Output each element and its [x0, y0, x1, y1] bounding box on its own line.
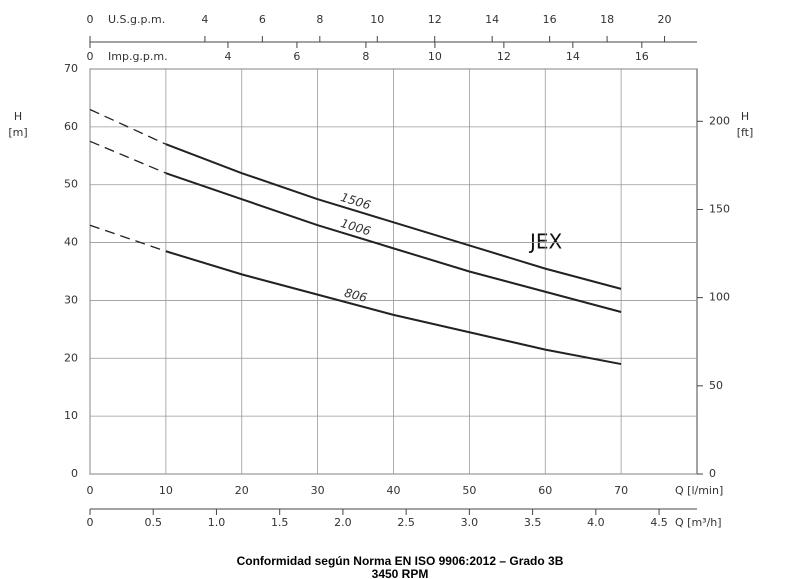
- y-tick-label: 40: [64, 236, 78, 249]
- x_m3h-tick-label: 4.0: [587, 516, 605, 529]
- x_impgpm-tick-label: 0: [87, 50, 94, 63]
- y2-label: H: [741, 110, 749, 123]
- x-tick-label: 20: [235, 484, 249, 497]
- x-usgpm-label: U.S.g.p.m.: [108, 13, 165, 26]
- curve-label: 806: [343, 286, 369, 306]
- x-tick-label: 60: [538, 484, 552, 497]
- curve-extrapolated: [89, 224, 167, 252]
- footer: 3450 RPM: [372, 567, 429, 579]
- x_impgpm-tick-label: 14: [566, 50, 580, 63]
- y-tick-label: 20: [64, 351, 78, 364]
- y-tick-label: 0: [71, 467, 78, 480]
- y-tick-label: 70: [64, 62, 78, 75]
- x_m3h-tick-label: 3.5: [524, 516, 542, 529]
- x_m3h-tick-label: 2.0: [334, 516, 352, 529]
- y-tick-label: 60: [64, 120, 78, 133]
- x-m3h-label: Q [m³/h]: [675, 516, 722, 529]
- x-tick-label: 40: [387, 484, 401, 497]
- x_impgpm-tick-label: 12: [497, 50, 511, 63]
- x_m3h-tick-label: 1.5: [271, 516, 289, 529]
- y-label: H: [14, 110, 22, 123]
- x_usgpm-tick-label: 0: [87, 13, 94, 26]
- curve: [165, 250, 622, 366]
- y-tick-label: 30: [64, 293, 78, 306]
- x_m3h-tick-label: 1.0: [208, 516, 226, 529]
- x-tick-label: 10: [159, 484, 173, 497]
- x_impgpm-tick-label: 16: [635, 50, 649, 63]
- y2-tick-label: 200: [709, 114, 730, 127]
- y-tick-label: 10: [64, 409, 78, 422]
- curve-extrapolated: [89, 140, 167, 174]
- y2-tick-label: 150: [709, 202, 730, 215]
- x-tick-label: 70: [614, 484, 628, 497]
- x_impgpm-tick-label: 4: [224, 50, 231, 63]
- x-label: Q [l/min]: [675, 484, 723, 497]
- curve: [165, 172, 622, 313]
- x_usgpm-tick-label: 16: [543, 13, 557, 26]
- x_m3h-tick-label: 2.5: [397, 516, 415, 529]
- y-unit: [m]: [8, 126, 27, 139]
- x_m3h-tick-label: 4.5: [650, 516, 668, 529]
- x_usgpm-tick-label: 8: [316, 13, 323, 26]
- x-tick-label: 0: [87, 484, 94, 497]
- y2-tick-label: 100: [709, 291, 730, 304]
- x_impgpm-tick-label: 8: [362, 50, 369, 63]
- y2-tick-label: 50: [709, 379, 723, 392]
- x_m3h-tick-label: 0.5: [144, 516, 162, 529]
- x_m3h-tick-label: 0: [87, 516, 94, 529]
- x_impgpm-tick-label: 10: [428, 50, 442, 63]
- x_usgpm-tick-label: 6: [259, 13, 266, 26]
- x_usgpm-tick-label: 4: [201, 13, 208, 26]
- x-tick-label: 30: [311, 484, 325, 497]
- x-tick-label: 50: [462, 484, 476, 497]
- curve-label: 1506: [339, 190, 373, 212]
- x-impgpm-label: Imp.g.p.m.: [108, 50, 168, 63]
- curve: [165, 143, 622, 290]
- x_usgpm-tick-label: 10: [370, 13, 384, 26]
- y2-tick-label: 0: [709, 467, 716, 480]
- footer: Conformidad según Norma EN ISO 9906:2012…: [237, 554, 564, 568]
- y-tick-label: 50: [64, 178, 78, 191]
- curve-label: 1006: [339, 216, 373, 238]
- curve-extrapolated: [89, 108, 167, 145]
- x_usgpm-tick-label: 18: [600, 13, 614, 26]
- y2-unit: [ft]: [737, 126, 754, 139]
- x_usgpm-tick-label: 12: [428, 13, 442, 26]
- x_usgpm-tick-label: 14: [485, 13, 499, 26]
- x_usgpm-tick-label: 20: [658, 13, 672, 26]
- x_m3h-tick-label: 3.0: [461, 516, 479, 529]
- x_impgpm-tick-label: 6: [293, 50, 300, 63]
